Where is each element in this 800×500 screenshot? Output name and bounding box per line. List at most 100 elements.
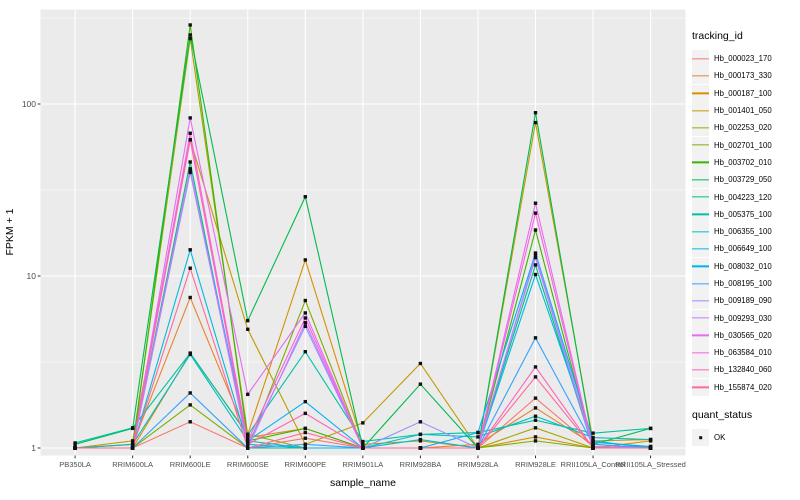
data-point-marker: [533, 120, 538, 125]
data-point-marker: [591, 435, 595, 440]
legend-line-icon: [692, 352, 709, 354]
legend-key-swatch: [692, 378, 709, 396]
data-point-marker: [533, 263, 538, 267]
legend-line-icon: [692, 386, 709, 388]
data-point-marker: [303, 258, 307, 262]
data-point-marker: [591, 431, 595, 435]
legend-key-swatch: [692, 205, 709, 223]
data-point-marker: [246, 435, 250, 440]
y-tick-label: 10: [26, 270, 36, 281]
legend-key-swatch: [692, 136, 709, 154]
data-point-marker: [533, 435, 538, 439]
data-point-marker: [188, 295, 192, 300]
data-point-marker: [418, 432, 423, 437]
legend-item: Hb_008195_100: [692, 275, 800, 292]
data-point-marker: [533, 255, 538, 260]
data-point-marker: [533, 211, 538, 215]
legend-item-label: Hb_063584_010: [714, 348, 772, 358]
data-point-marker: [361, 446, 365, 450]
legend-item: Hb_132840_060: [692, 361, 800, 379]
legend-key-swatch: [692, 102, 709, 120]
data-point-marker: [188, 23, 192, 27]
legend-item-label: Hb_009189_090: [714, 296, 772, 306]
legend-item-label: Hb_004223_120: [714, 192, 772, 202]
legend-item: Hb_030565_020: [692, 326, 800, 344]
data-point-marker: [303, 298, 307, 303]
data-point-marker: [533, 228, 538, 232]
legend-item-label: Hb_005375_100: [714, 209, 772, 219]
legend-key-swatch: [692, 361, 709, 379]
legend-key-swatch: [692, 153, 709, 171]
legend-key-swatch: [692, 292, 709, 310]
legend-line-icon: [692, 144, 709, 146]
legend-item: Hb_006355_100: [692, 223, 800, 241]
data-point-marker: [73, 446, 77, 450]
data-point-marker: [246, 442, 250, 447]
x-tick-label: RRIM600LA: [112, 460, 154, 469]
legend-line-icon: [692, 282, 709, 285]
legend-line-icon: [692, 127, 709, 129]
data-point-marker: [591, 446, 595, 450]
legend-item-label: Hb_003702_010: [714, 157, 772, 167]
data-point-marker: [533, 406, 538, 410]
data-point-marker: [361, 439, 365, 444]
data-point-marker: [73, 441, 77, 445]
legend-line-icon: [692, 109, 709, 112]
data-point-marker: [188, 170, 192, 175]
legend-line-icon: [692, 213, 709, 215]
legend-entries-tracking-id: Hb_000023_170 Hb_000173_330 Hb_000187_100 H…: [692, 50, 800, 396]
x-tick-label: RRIM928LE: [515, 460, 556, 469]
x-tick-label: RRIM600LE: [169, 460, 211, 469]
legend-item-quant-status-ok: OK: [692, 429, 800, 447]
y-axis-tick-labels: 1 10 100: [0, 0, 36, 500]
data-point-marker: [533, 414, 538, 418]
data-point-marker: [533, 375, 538, 379]
legend-line-icon: [692, 334, 709, 337]
data-point-marker: [303, 324, 307, 328]
legend-item-label: Hb_155874_020: [714, 382, 772, 392]
legend: tracking_id Hb_000023_170 Hb_000173_330 Hb…: [692, 30, 800, 447]
x-tick-label: RRIM600PE: [284, 460, 327, 469]
legend-line-icon: [692, 179, 709, 181]
data-point-marker: [188, 33, 192, 37]
legend-item: Hb_008032_010: [692, 257, 800, 275]
legend-item-label: Hb_009293_030: [714, 313, 772, 323]
x-axis-tick-labels: PB350LA RRIM600LA RRIM600LE RRIM600SE RRIM60…: [0, 461, 800, 473]
x-axis-title: sample_name: [330, 477, 396, 489]
legend-item: Hb_001401_050: [692, 102, 800, 120]
legend-item-label: OK: [714, 433, 726, 443]
legend-item-label: Hb_006355_100: [714, 227, 772, 237]
legend-item-label: Hb_008195_100: [714, 279, 772, 288]
data-point-marker: [246, 327, 250, 331]
data-point-marker: [188, 160, 192, 164]
legend-item-label: Hb_000023_170: [714, 54, 772, 64]
legend-line-icon: [692, 92, 709, 94]
data-point-marker: [303, 321, 307, 325]
y-tick-label: 100: [21, 98, 36, 109]
legend-line-icon: [692, 230, 709, 233]
legend-item: Hb_000023_170: [692, 50, 800, 68]
legend-title-tracking-id: tracking_id: [692, 30, 743, 42]
legend-item-label: Hb_000187_100: [714, 88, 772, 98]
data-point-marker: [246, 439, 250, 443]
legend-key-swatch: [692, 50, 709, 68]
data-point-marker: [188, 36, 192, 41]
data-point-marker: [533, 396, 538, 400]
data-point-marker: [188, 266, 192, 270]
data-point-marker: [533, 251, 538, 255]
legend-item-label: Hb_003729_050: [714, 175, 772, 185]
legend-item-label: Hb_002253_020: [714, 123, 772, 133]
data-point-marker: [591, 442, 595, 447]
data-point-marker: [303, 426, 307, 431]
data-point-marker: [188, 116, 192, 120]
legend-key-swatch: [692, 119, 709, 137]
data-point-marker: [188, 248, 192, 252]
data-point-marker: [188, 352, 192, 357]
data-point-marker: [303, 442, 307, 447]
data-point-marker: [418, 437, 423, 442]
data-point-marker: [418, 446, 423, 450]
x-tick-label: RRIM928BA: [399, 460, 442, 469]
square-marker-icon: [698, 435, 703, 440]
legend-line-icon: [692, 369, 709, 371]
